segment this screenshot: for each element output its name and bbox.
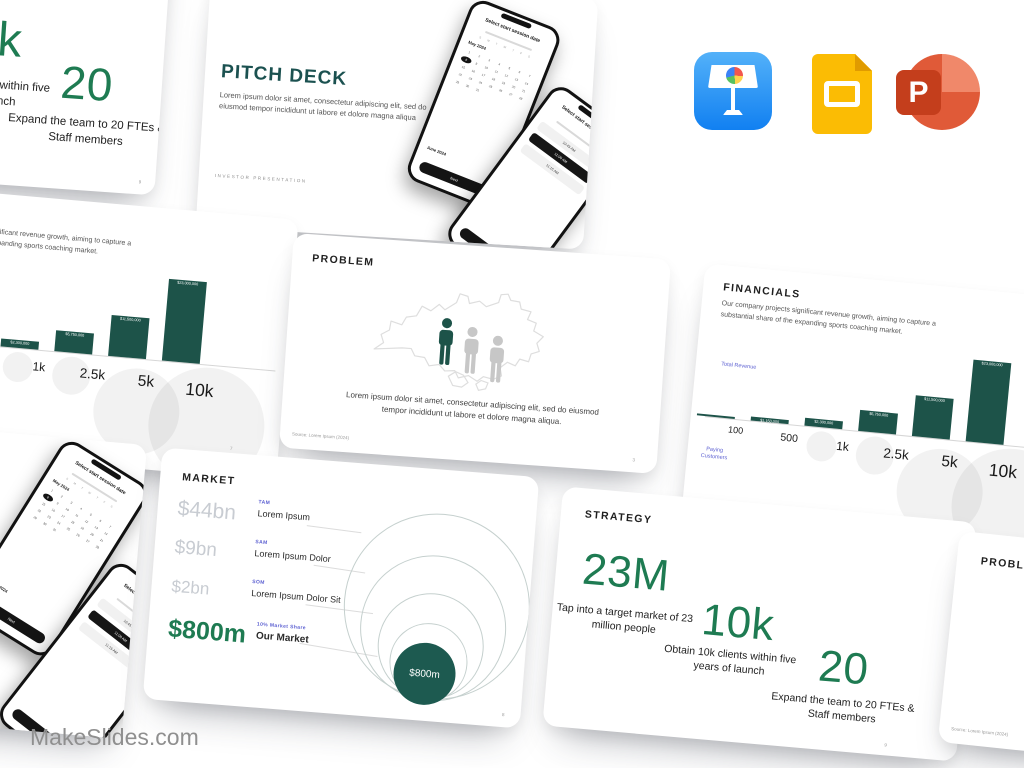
bar-value-label: $2,300,000 — [814, 419, 834, 426]
slide-strategy: STRATEGY 23M Tap into a target market of… — [542, 486, 977, 762]
page-number: 3 — [632, 457, 636, 463]
chart-bar: $2,300,000 — [0, 338, 40, 350]
chart-bar: $23,000,000 — [161, 278, 207, 364]
bar-value-label: $23,000,000 — [981, 361, 1003, 368]
bar-value-label: $5,750,000 — [869, 411, 889, 418]
x-tick: 5k — [137, 372, 155, 391]
market-tag: SOM — [251, 579, 265, 586]
google-slides-icon[interactable] — [812, 54, 872, 134]
slide-title: PROBLEM — [980, 555, 1024, 574]
powerpoint-letter-badge: P — [896, 70, 941, 115]
x-tick: 5k — [940, 452, 959, 472]
person-icon-highlighted — [438, 318, 454, 366]
slide-title: MARKET — [181, 471, 236, 488]
pitch-deck-footer: INVESTOR PRESENTATION — [214, 172, 307, 184]
chart-bar: $5,750,000 — [858, 409, 898, 435]
calendar-grid[interactable]: 1 2 3 4 5 6 7 8 9 10 11 12 13 14 15 16 17 18 19 20 21 22 23 24 2… — [455, 50, 532, 101]
market-name: Lorem Ipsum Dolor — [254, 548, 332, 565]
bar-value-label: $23,000,000 — [176, 280, 199, 287]
market-name: Lorem Ipsum — [257, 508, 311, 523]
slide-strategy-top-left: 10k Obtain 10k clients within five years… — [0, 0, 185, 196]
x-tick: 10k — [184, 378, 215, 402]
slide-title: PROBLEM — [311, 252, 375, 269]
brand-watermark: MakeSlides.com — [30, 724, 199, 750]
next-month-label: June 2024 — [426, 144, 447, 157]
chart-bar: $2,300,000 — [804, 417, 843, 430]
hong-kong-map-outline — [373, 293, 544, 392]
x-tick: 500 — [0, 351, 7, 367]
keynote-base — [723, 110, 743, 115]
source-note: Source: Lorem Ipsum (2024) — [950, 726, 1009, 738]
next-button[interactable]: Next — [0, 594, 48, 646]
page-number: 8 — [501, 712, 505, 718]
slide-phone-detail: Select start session date S M T W T F S … — [0, 412, 148, 739]
chart-bar: $11,500,000 — [911, 395, 954, 440]
market-value: $800m — [167, 614, 248, 649]
bar-value-label: $11,500,000 — [119, 316, 141, 323]
bar-value-label: $2,300,000 — [10, 340, 30, 346]
market-name: Lorem Ipsum Dolor Sit — [250, 587, 341, 605]
pitch-deck-title: PITCH DECK — [220, 61, 348, 90]
chart-bar: $5,750,000 — [54, 330, 94, 355]
market-tag: 10% Market Share — [256, 621, 307, 632]
bar-value-label: $11,500,000 — [923, 397, 946, 403]
chart-bar: $11,500,000 — [108, 314, 150, 360]
stat-value: 20 — [59, 55, 115, 112]
market-value: $9bn — [173, 536, 218, 562]
page-number: 9 — [138, 179, 142, 185]
market-value: $2bn — [170, 576, 211, 599]
phone-notch — [138, 582, 148, 608]
chart-bar: $1,150,000 — [750, 416, 789, 425]
page-number: 9 — [884, 742, 888, 748]
person-icon — [464, 326, 479, 374]
powerpoint-icon[interactable]: P — [896, 52, 980, 132]
x-tick: 500 — [779, 431, 799, 446]
keynote-pie-chart — [724, 65, 745, 86]
stat-caption: Expand the team to 20 FTEs & Staff membe… — [7, 112, 166, 148]
bar-value-label: $5,750,000 — [65, 332, 85, 338]
market-tag: SAM — [255, 539, 268, 547]
slide-problem-center: PROBLEM Lorem ipsum dolor sit amet, cons… — [278, 233, 672, 474]
market-value: $44bn — [176, 496, 237, 525]
slide-pitch-deck-cover: PITCH DECK Lorem ipsum dolor sit amet, c… — [195, 0, 599, 250]
next-month-label: June 2024 — [0, 579, 9, 594]
bar-value-label: $1,150,000 — [759, 418, 780, 425]
slide-title: STRATEGY — [584, 508, 653, 527]
slide-market: MARKET $44bn TAM Lorem Ipsum $9bn SAM Lo… — [142, 447, 540, 729]
x-tick: 100 — [727, 424, 744, 436]
keynote-icon[interactable] — [694, 52, 772, 130]
chart-bar: $23,000,000 — [965, 359, 1012, 445]
calendar-grid[interactable]: 1 2 3 4 5 6 7 8 9 10 11 12 13 14 15 16 17 18 19 20 21 22 23 24 2… — [32, 488, 112, 550]
market-tag: TAM — [258, 499, 271, 507]
x-axis-label: Paying Customers — [700, 446, 728, 462]
x-tick: 10k — [987, 459, 1018, 483]
calendar-header: Select start session date — [73, 460, 127, 497]
pitch-deck-body: Lorem ipsum dolor sit amet, consectetur … — [218, 90, 427, 123]
page-number: 7 — [229, 445, 233, 452]
source-note: Source: Lorem Ipsum (2024) — [291, 431, 350, 441]
person-icon — [489, 335, 505, 383]
keynote-stand — [731, 88, 735, 110]
google-slides-frame — [824, 81, 860, 107]
